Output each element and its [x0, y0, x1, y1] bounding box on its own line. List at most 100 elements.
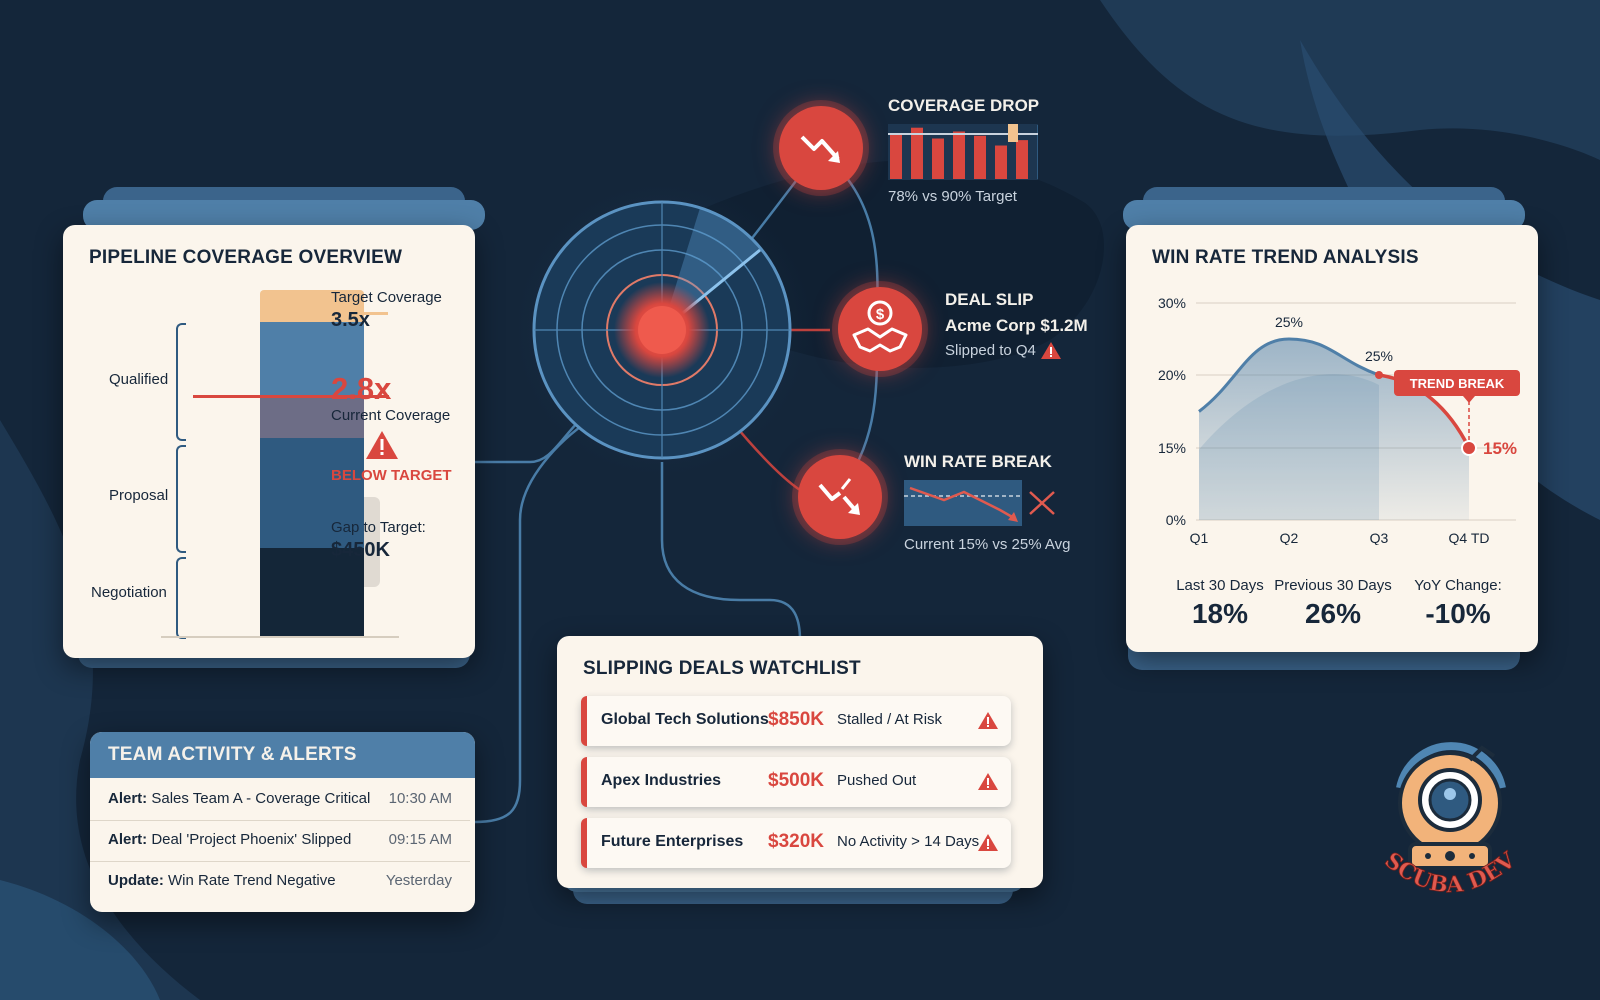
- alert-prefix: Alert:: [108, 831, 148, 848]
- target-marker: [364, 312, 388, 315]
- gap-bracket: [364, 497, 380, 587]
- gap-label: Gap to Target:: [331, 519, 426, 536]
- coverage-drop-badge[interactable]: [779, 106, 863, 190]
- trend-break-badge: [1394, 370, 1520, 396]
- alert-message: Deal 'Project Phoenix' Slipped: [151, 831, 352, 848]
- deal-slip-badge[interactable]: $: [838, 287, 922, 371]
- warning-icon: [978, 834, 998, 851]
- win-rate-break-caption: Current 15% vs 25% Avg: [904, 536, 1071, 553]
- trend-break-line: [1378, 373, 1471, 449]
- deal-status: No Activity > 14 Days: [837, 833, 980, 850]
- deal-row[interactable]: Apex Industries $500K Pushed Out: [581, 757, 1011, 807]
- stat-value: -10%: [1425, 598, 1491, 629]
- target-coverage-label: Target Coverage: [331, 289, 442, 306]
- deal-risk-bar: [581, 818, 587, 868]
- alert-row[interactable]: Alert: Sales Team A - Coverage Critical …: [90, 780, 470, 821]
- deal-name: Future Enterprises: [601, 833, 744, 850]
- sparkbar: [974, 135, 986, 179]
- coverage-drop-caption: 78% vs 90% Target: [888, 188, 1017, 205]
- current-coverage-value: 2.8x: [331, 371, 392, 406]
- coverage-drop-sparkbars: [888, 124, 1038, 180]
- target-marker: [1008, 124, 1018, 142]
- deal-amount: $850K: [768, 709, 824, 730]
- deal-risk-bar: [581, 757, 587, 807]
- sparkbar: [1016, 140, 1028, 179]
- deal-row[interactable]: Future Enterprises $320K No Activity > 1…: [581, 818, 1011, 868]
- handshake-dollar-icon: $: [852, 300, 908, 353]
- x-tick-label: Q3: [1370, 530, 1389, 545]
- alert-message: Sales Team A - Coverage Critical: [151, 790, 371, 807]
- sparkbar: [932, 138, 944, 179]
- alert-row[interactable]: Update: Win Rate Trend Negative Yesterda…: [90, 862, 470, 902]
- alert-row[interactable]: Alert: Deal 'Project Phoenix' Slipped 09…: [90, 821, 470, 862]
- trend-break-badge-text: TREND BREAK: [1410, 376, 1505, 391]
- svg-text:$: $: [876, 306, 885, 323]
- negotiation-segment: [260, 548, 364, 636]
- alert-time: 09:15 AM: [388, 831, 452, 848]
- win-rate-card: WIN RATE TREND ANALYSIS 0% 15% 20% 30% Q1 Q2 Q…: [1126, 225, 1538, 652]
- target-segment: [260, 290, 364, 322]
- alert-message: Win Rate Trend Negative: [168, 872, 336, 889]
- win-rate-break-badge[interactable]: [798, 455, 882, 539]
- alerts-header: TEAM ACTIVITY & ALERTS: [90, 732, 475, 778]
- data-label: 25%: [1365, 348, 1393, 364]
- warning-icon: [978, 712, 998, 729]
- card-title: WIN RATE TREND ANALYSIS: [1152, 247, 1419, 268]
- alert-time: Yesterday: [385, 872, 452, 889]
- y-tick-label: 30%: [1158, 295, 1186, 311]
- stat-value: 26%: [1304, 598, 1362, 629]
- sparkbar: [911, 127, 923, 179]
- deal-status: Pushed Out: [837, 772, 917, 789]
- baseline: [161, 636, 399, 638]
- deal-status: Stalled / At Risk: [837, 711, 943, 728]
- qualified-segment: [260, 322, 364, 396]
- sparkbar: [890, 133, 902, 179]
- stat-value: 18%: [1191, 598, 1249, 629]
- data-point: [1375, 371, 1383, 379]
- sparkbar: [953, 131, 965, 179]
- pipeline-coverage-card: PIPELINE COVERAGE OVERVIEW Qualified Pro…: [63, 225, 475, 658]
- deal-slip-caption: Slipped to Q4: [945, 342, 1036, 359]
- x-tick-label: Q2: [1280, 530, 1299, 545]
- card-title: SLIPPING DEALS WATCHLIST: [583, 658, 861, 679]
- deal-row[interactable]: Global Tech Solutions $850K Stalled / At…: [581, 696, 1011, 746]
- y-tick-label: 15%: [1158, 440, 1186, 456]
- deal-amount: $320K: [768, 831, 824, 852]
- stat-label: YoY Change:: [1414, 577, 1502, 594]
- y-tick-label: 0%: [1166, 512, 1186, 528]
- qualified-gap-segment: [260, 396, 364, 438]
- deal-name: Apex Industries: [601, 772, 722, 789]
- deal-slip-title: DEAL SLIP: [945, 290, 1034, 309]
- stat-label: Last 30 Days: [1176, 577, 1264, 594]
- stage-bracket: [176, 557, 186, 639]
- data-point: [1461, 440, 1477, 456]
- sparkbar-empty: [1037, 125, 1038, 179]
- y-tick-label: 20%: [1158, 367, 1186, 383]
- stage-bracket: [176, 445, 186, 553]
- deal-name: Global Tech Solutions: [601, 711, 769, 728]
- data-label: 15%: [1483, 439, 1517, 458]
- gap-value: $450K: [331, 539, 390, 561]
- deal-amount: $500K: [768, 770, 824, 791]
- stage-label-proposal: Proposal: [109, 487, 169, 504]
- warning-icon: [1041, 342, 1061, 359]
- coverage-drop-title: COVERAGE DROP: [888, 96, 1040, 115]
- warning-icon: [366, 431, 398, 459]
- alert-prefix: Alert:: [108, 790, 148, 807]
- proposal-segment: [260, 438, 364, 548]
- warning-icon: [978, 773, 998, 790]
- stage-bracket: [176, 323, 186, 441]
- alert-prefix: Update:: [108, 872, 164, 889]
- stat-label: Previous 30 Days: [1274, 577, 1392, 594]
- below-target-text: BELOW TARGET: [331, 467, 452, 484]
- scuba-dev-logo: SCUBA DEV: [1379, 742, 1522, 899]
- broken-trend-icon: [818, 478, 860, 515]
- deal-risk-bar: [581, 696, 587, 746]
- sparkbar: [995, 145, 1007, 179]
- stage-label-qualified: Qualified: [109, 371, 169, 388]
- alert-time: 10:30 AM: [388, 790, 452, 807]
- card-title: TEAM ACTIVITY & ALERTS: [108, 744, 357, 765]
- team-alerts-card: TEAM ACTIVITY & ALERTS Alert: Sales Team…: [90, 732, 475, 912]
- deal-slip-deal: Acme Corp $1.2M: [945, 316, 1088, 335]
- win-rate-chart: 0% 15% 20% 30% Q1 Q2 Q3 Q4 TD 25% 25% 15% TREND BRE…: [1158, 295, 1520, 545]
